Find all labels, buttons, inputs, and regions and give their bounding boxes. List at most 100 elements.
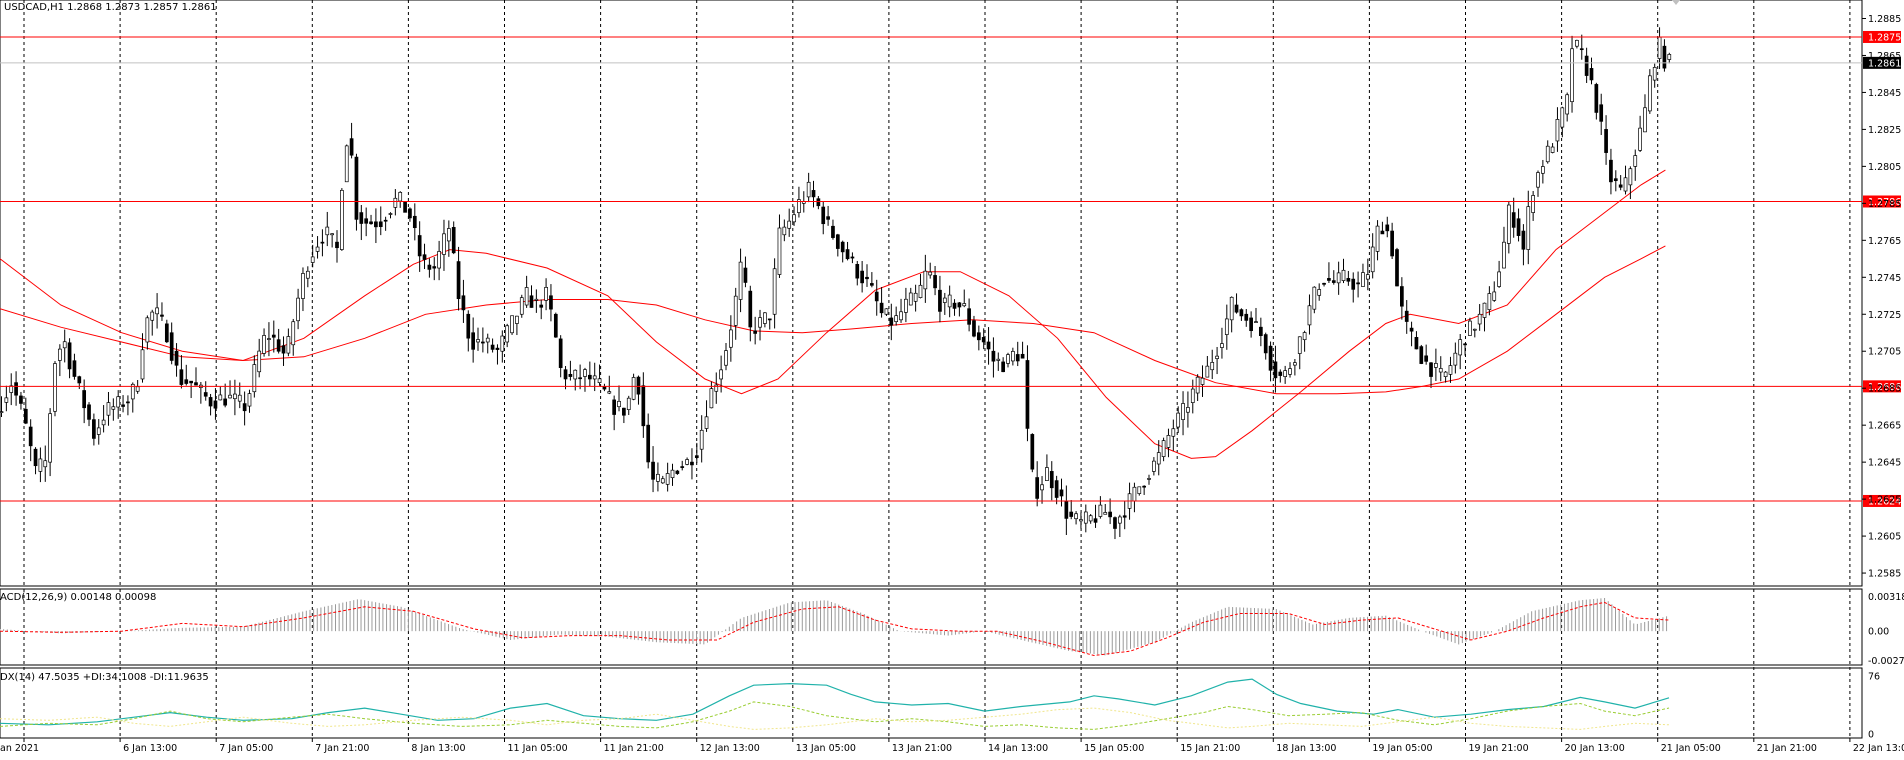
- candle: [1049, 461, 1054, 501]
- candle: [660, 475, 665, 484]
- x-tick-label: 19 Jan 05:00: [1372, 743, 1432, 754]
- candle: [1327, 262, 1331, 283]
- candle: [1453, 342, 1458, 374]
- y-tick-label: 1.2785: [1868, 199, 1901, 210]
- candle: [1400, 277, 1404, 320]
- candle: [1438, 356, 1443, 382]
- candle: [305, 266, 310, 288]
- candle: [1249, 311, 1253, 338]
- candle: [0, 396, 4, 418]
- candle: [816, 196, 821, 210]
- candle: [631, 373, 636, 401]
- y-tick-label: 1.2865: [1868, 51, 1901, 62]
- candle: [529, 285, 534, 308]
- candle: [1565, 92, 1570, 122]
- candle: [291, 318, 296, 356]
- candle: [1142, 485, 1147, 495]
- candle: [972, 315, 976, 338]
- candle: [446, 220, 451, 257]
- candle: [252, 355, 257, 398]
- candle: [1302, 330, 1307, 352]
- candle: [1584, 47, 1589, 83]
- candle: [490, 338, 495, 353]
- candle: [145, 315, 150, 350]
- candle: [578, 364, 582, 390]
- candle: [544, 278, 548, 311]
- candle: [1477, 304, 1482, 331]
- candle: [140, 333, 145, 383]
- level-label: 1.2786: [1868, 197, 1901, 208]
- candle: [1074, 511, 1078, 525]
- candle: [1604, 115, 1608, 165]
- candle: [942, 292, 947, 315]
- candle: [194, 367, 198, 386]
- candle: [1341, 258, 1346, 284]
- candle: [1628, 166, 1633, 200]
- candle: [1293, 358, 1297, 376]
- candle: [1040, 476, 1044, 504]
- candle: [320, 229, 325, 257]
- x-tick-label: 15 Jan 21:00: [1180, 743, 1240, 754]
- candle: [48, 408, 52, 477]
- candle: [505, 323, 510, 348]
- candle: [763, 312, 767, 328]
- candle: [928, 262, 933, 279]
- candle: [626, 395, 631, 416]
- candle: [1181, 391, 1185, 436]
- candle: [758, 309, 762, 341]
- candle: [1599, 93, 1604, 135]
- candle: [1224, 304, 1229, 350]
- macd-label: ACD(12,26,9) 0.00148 0.00098: [0, 592, 156, 603]
- candle: [797, 186, 801, 218]
- candle: [899, 298, 903, 323]
- candle: [500, 330, 505, 363]
- x-tick-label: 7 Jan 05:00: [219, 743, 273, 754]
- candle: [1516, 208, 1521, 242]
- candle: [1390, 222, 1394, 260]
- candle: [106, 391, 111, 426]
- candle: [160, 302, 164, 321]
- macd-tick-label: -0.00279: [1868, 656, 1904, 667]
- candle: [374, 208, 378, 244]
- candle: [1424, 344, 1429, 365]
- candle: [510, 315, 514, 335]
- candle: [1613, 170, 1618, 192]
- candle: [184, 364, 189, 386]
- candle: [1560, 106, 1565, 138]
- candle: [1288, 362, 1292, 378]
- candle: [1103, 504, 1108, 515]
- candle: [870, 272, 874, 288]
- candle: [1059, 478, 1064, 507]
- candle: [1161, 437, 1166, 462]
- candle: [597, 364, 602, 386]
- candle: [388, 212, 393, 219]
- candle: [1385, 216, 1390, 238]
- candle: [461, 279, 466, 323]
- candle: [87, 402, 91, 427]
- candle: [573, 369, 578, 391]
- x-tick-label: 13 Jan 05:00: [796, 743, 856, 754]
- candle: [242, 391, 247, 426]
- candle: [262, 328, 266, 357]
- candle: [1409, 321, 1414, 347]
- y-tick-label: 1.2845: [1868, 88, 1901, 99]
- candle: [826, 205, 830, 226]
- candle: [583, 367, 587, 392]
- candle: [1575, 39, 1579, 49]
- candle: [850, 252, 855, 264]
- candle: [1506, 200, 1511, 254]
- scroll-marker[interactable]: [1672, 0, 1680, 5]
- macd-tick-label: 0.00: [1868, 627, 1889, 638]
- x-tick-label: 12 Jan 13:00: [700, 743, 760, 754]
- main-panel-frame: [0, 0, 1863, 587]
- candle: [1346, 270, 1351, 286]
- candle: [1443, 371, 1448, 383]
- candle: [189, 380, 193, 399]
- candle: [121, 395, 125, 413]
- candle: [1594, 82, 1599, 120]
- candle: [466, 310, 471, 352]
- candle: [515, 315, 519, 336]
- candle: [1015, 341, 1020, 367]
- x-tick-label: 14 Jan 13:00: [988, 743, 1048, 754]
- candle: [1492, 281, 1497, 302]
